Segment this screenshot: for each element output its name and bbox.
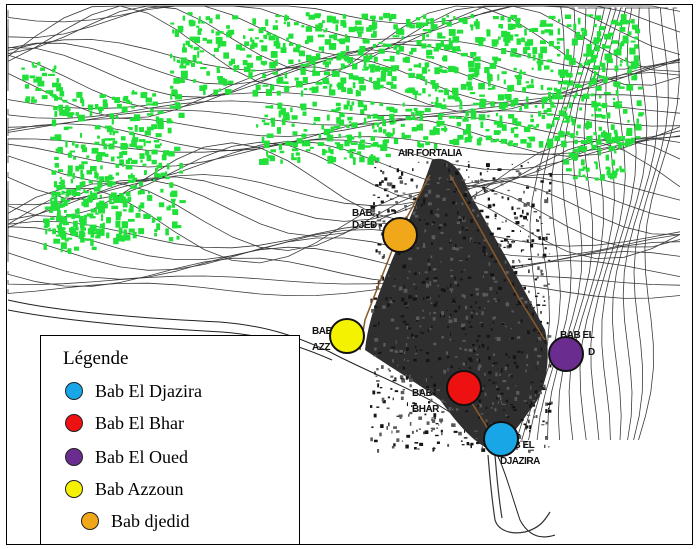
legend-item-bab-el-bhar: Bab El Bhar [65,410,184,436]
legend-dot-icon [65,414,83,432]
legend-label: Bab Azzoun [95,478,184,499]
map-label-bab-azzoun: BAB [312,326,333,337]
map-label-bab-azzoun-2: AZZ [312,342,330,353]
legend-item-bab-el-djazira: Bab El Djazira [65,378,202,404]
map-label-bab-bhar: BAB [412,388,433,399]
legend-dot-icon [65,448,83,466]
legend-title: Légende [63,348,129,369]
map-label-top: AIR FORTALIA [398,148,462,159]
legend-item-bab-azzoun: Bab Azzoun [65,476,183,502]
legend-item-bab-djedid: Bab djedid [81,508,190,534]
map-label-bab-bhar-2: BHAR [412,404,439,415]
map-label-bab-djazira-2: DJAZIRA [500,456,540,467]
gate-marker-bab-el-bhar[interactable] [446,370,482,406]
legend-label: Bab El Djazira [95,380,202,401]
legend-dot-icon [65,480,83,498]
legend-label: Bab El Oued [95,446,188,467]
legend-label: Bab djedid [111,510,190,531]
legend-dot-icon [81,512,99,530]
gate-marker-bab-el-oued[interactable] [548,336,584,372]
legend-label: Bab El Bhar [95,412,184,433]
map-label-bab-el-oued-2: D [588,347,595,358]
legend-box: Légende Bab El Djazira Bab El Bhar Bab E… [40,335,300,545]
legend-item-bab-el-oued: Bab El Oued [65,444,188,470]
gate-marker-bab-azzoun[interactable] [329,318,365,354]
map-label-bab-el-oued: BAB EL [560,330,595,341]
map-label-bab-djedid-2: DJED [352,220,377,231]
gate-marker-bab-djedid[interactable] [382,217,418,253]
jetty [487,454,551,534]
map-label-bab-djedid: BAB [352,208,373,219]
vegetation-areas [21,12,645,254]
legend-dot-icon [65,382,83,400]
gate-marker-bab-el-djazira[interactable] [483,421,519,457]
map-frame [6,4,693,545]
